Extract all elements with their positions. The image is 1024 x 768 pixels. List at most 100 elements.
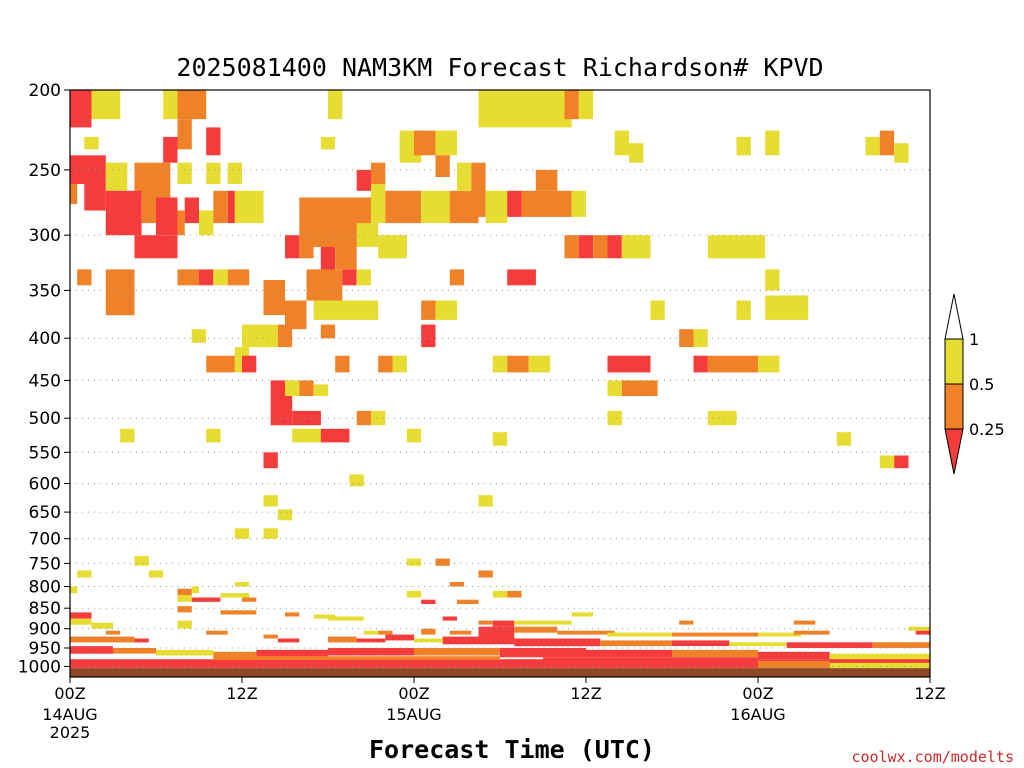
y-tick-label: 450 (29, 371, 61, 391)
ri-cell (492, 432, 508, 446)
ri-cell (765, 269, 780, 291)
ri-cell (335, 235, 357, 270)
ri-cell (707, 235, 766, 259)
ri-cell (758, 651, 830, 660)
ri-cell (607, 410, 622, 426)
y-tick-label: 800 (29, 578, 61, 598)
chart-title: 2025081400 NAM3KM Forecast Richardson# K… (176, 53, 823, 82)
ri-cell (277, 324, 293, 348)
ri-cell (378, 235, 407, 259)
ri-cell (91, 90, 121, 120)
ri-cell (199, 210, 214, 236)
ri-cell (328, 636, 357, 643)
x-tick-year: 2025 (50, 723, 91, 742)
ri-cell (879, 455, 895, 469)
ri-cell (263, 634, 278, 639)
ri-cell (442, 616, 457, 621)
ri-cell (105, 269, 135, 316)
ri-cell (349, 474, 364, 487)
ri-cell (148, 570, 164, 578)
colorbar-legend: 0.25 0.5 1 (944, 293, 1005, 475)
y-tick-label: 950 (29, 639, 61, 659)
ri-cell (435, 558, 450, 566)
ri-cell (242, 355, 257, 373)
ri-cell (836, 432, 852, 446)
ri-cell (213, 651, 257, 658)
ri-cell (915, 630, 930, 635)
ri-cell (313, 384, 328, 396)
ri-cell (84, 184, 106, 211)
x-tick-date: 16AUG (730, 705, 785, 724)
y-tick-label: 200 (29, 81, 61, 101)
ri-cell (435, 130, 457, 156)
ri-cell (736, 300, 751, 320)
ri-cell (514, 626, 558, 633)
x-tick-label: 12Z (914, 684, 945, 703)
ri-cell (707, 410, 737, 426)
ri-cell (177, 588, 192, 596)
ri-cell (320, 136, 336, 150)
x-tick-label: 12Z (226, 684, 257, 703)
ri-cell (829, 653, 930, 661)
ri-cell (457, 162, 472, 191)
ri-cell (414, 648, 500, 656)
ri-cell (371, 184, 386, 224)
ri-cell (184, 197, 199, 224)
ri-cell (234, 528, 250, 539)
y-tick-label: 300 (29, 226, 61, 246)
ri-cell (277, 638, 300, 643)
ri-cell (578, 90, 594, 120)
ri-cell (707, 355, 758, 373)
colorbar-label: 0.5 (969, 375, 994, 394)
x-tick-date: 15AUG (386, 705, 441, 724)
ri-cell (421, 190, 450, 224)
ri-cell (70, 636, 135, 643)
x-tick-label: 00Z (742, 684, 773, 703)
ri-cell (70, 646, 113, 654)
source-credit: coolwx.com/modelts (851, 748, 1014, 766)
y-tick-label: 1000 (18, 657, 61, 677)
y-tick-label: 650 (29, 503, 61, 523)
ri-cell (879, 130, 895, 156)
ri-cell (134, 638, 149, 643)
ri-cell (256, 649, 328, 658)
ri-cell (593, 235, 608, 259)
ri-cell (70, 586, 78, 594)
ri-cell (621, 235, 651, 259)
y-tick-label: 900 (29, 620, 61, 640)
ri-cell (571, 612, 594, 617)
ri-cell (414, 130, 436, 156)
ri-cell (156, 649, 214, 656)
ri-cell (421, 628, 436, 635)
ri-cell (299, 235, 314, 259)
ri-cell (285, 612, 300, 617)
ri-cell (894, 143, 909, 163)
ri-cell (758, 661, 830, 669)
ri-cell (313, 614, 336, 619)
ri-cell (220, 610, 257, 615)
ri-cell (328, 648, 414, 656)
ri-cell (292, 410, 321, 426)
ri-cell (485, 190, 508, 224)
ri-cell (342, 269, 357, 286)
ri-cell (378, 630, 393, 635)
ri-cell (543, 657, 758, 661)
ri-cell (564, 235, 579, 259)
ri-cell (507, 355, 529, 373)
colorbar-label: 1 (969, 330, 979, 349)
ri-cell (191, 597, 221, 602)
ri-cell (285, 235, 300, 259)
ri-cell (163, 90, 178, 120)
ri-cell (457, 599, 479, 604)
ri-cell (406, 590, 422, 598)
ri-cell (277, 509, 293, 521)
ri-cell (263, 528, 278, 539)
y-tick-label: 600 (29, 475, 61, 495)
ri-cell (614, 130, 629, 156)
ri-cell (177, 119, 192, 150)
ri-cell (786, 642, 873, 648)
ri-cell (313, 300, 379, 320)
ri-cell (492, 620, 515, 627)
